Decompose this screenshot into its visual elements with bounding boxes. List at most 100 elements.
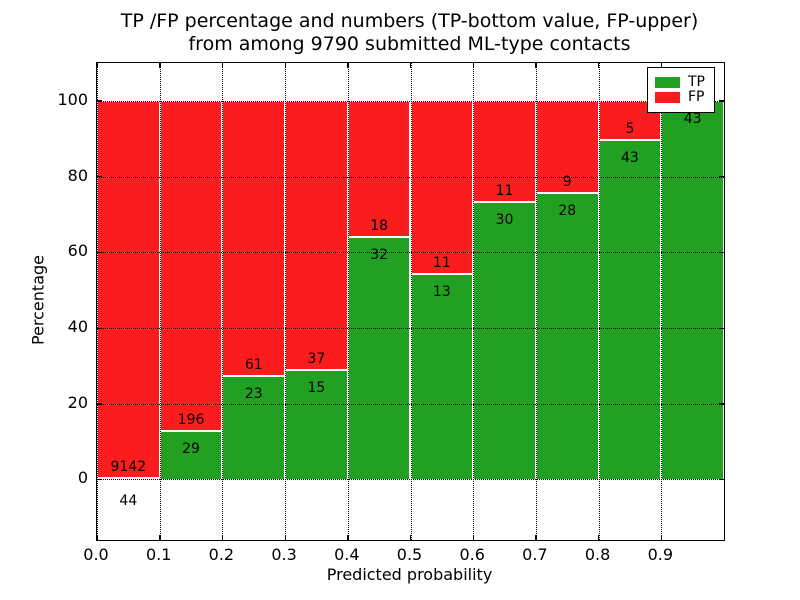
y-tick-mark-right (719, 176, 724, 178)
y-tick-mark-left (97, 251, 102, 254)
x-tick-mark-bottom (96, 535, 98, 540)
bar-label-tp: 30 (495, 212, 514, 229)
bar-fp-0.4-0.5 (347, 100, 411, 238)
bar-label-fp: 9142 (110, 458, 147, 475)
plot-area: TP FP 9142 44 196 29 61 23 37 15 18 32 11 13 11 30 9 28… (96, 62, 725, 541)
x-tick-mark-bottom (535, 535, 537, 540)
bar-fp-0.5-0.6 (410, 100, 474, 275)
gridline-x-0.3 (285, 63, 287, 540)
bar-label-tp: 43 (621, 150, 639, 167)
x-tick-mark-top (410, 63, 412, 68)
gridline-x-0.6 (473, 63, 475, 540)
y-tick-label: 60 (67, 241, 88, 261)
bar-label-fp: 9 (562, 173, 572, 190)
bar-tp-0.9-1.0 (661, 100, 724, 480)
bar-tp-0.5-0.6 (410, 274, 474, 480)
bar-fp-0.2-0.3 (222, 100, 286, 376)
legend-item-fp: FP (655, 89, 705, 105)
y-tick-mark-left (97, 100, 102, 102)
x-axis-label: Predicted probability (326, 565, 493, 584)
x-tick-label: 0.0 (83, 545, 109, 564)
y-tick-label: 100 (57, 89, 88, 109)
x-tick-mark-bottom (284, 535, 286, 540)
y-tick-label: 80 (67, 165, 88, 185)
y-tick-mark-left (97, 403, 102, 405)
y-tick-mark-right (719, 100, 724, 102)
gridline-x-0.1 (159, 63, 161, 540)
bar-tp-0.1-0.2 (159, 430, 223, 480)
bar-label-fp: 37 (307, 351, 326, 368)
bar-label-tp: 13 (432, 284, 451, 301)
y-tick-mark-left (97, 327, 102, 329)
x-tick-label: 0.3 (271, 545, 297, 564)
legend-item-tp: TP (655, 74, 705, 90)
gridline-x-0.9 (661, 63, 663, 540)
legend: TP FP (647, 67, 715, 113)
x-tick-mark-bottom (410, 535, 412, 540)
x-tick-mark-top (159, 63, 161, 68)
bar-label-fp: 11 (495, 183, 514, 200)
x-tick-mark-bottom (598, 535, 600, 540)
bar-label-fp: 196 (177, 411, 205, 428)
bar-fp-0.3-0.4 (285, 100, 348, 371)
gridline-x-0.5 (410, 63, 412, 540)
bar-label-tp: 15 (307, 380, 326, 397)
x-tick-label: 0.8 (584, 545, 611, 564)
gridline-x-0.4 (347, 63, 349, 540)
y-tick-mark-left (97, 478, 102, 481)
bar-label-tp: 43 (683, 110, 702, 127)
bar-fp-0.0-0.1 (97, 100, 160, 478)
bar-tp-0.6-0.7 (473, 202, 536, 480)
x-tick-label: 0.1 (145, 545, 172, 564)
bar-label-tp: 44 (119, 493, 138, 510)
bar-label-fp: 18 (370, 218, 389, 235)
x-tick-label: 0.7 (522, 545, 548, 564)
chart-title-line2: from among 9790 submitted ML-type contac… (188, 33, 631, 55)
bar-label-tp: 29 (182, 440, 200, 457)
gridline-x-0.2 (222, 63, 224, 540)
bar-label-fp: 5 (625, 121, 635, 138)
y-tick-mark-right (719, 327, 724, 329)
x-tick-mark-bottom (159, 535, 161, 540)
bar-fp-0.1-0.2 (159, 100, 223, 431)
bar-label-fp: 11 (432, 255, 451, 272)
x-tick-label: 0.2 (208, 545, 235, 564)
bar-label-tp: 28 (558, 202, 577, 219)
x-tick-label: 0.9 (647, 545, 674, 564)
x-tick-mark-bottom (472, 535, 475, 540)
legend-swatch-tp-icon (655, 77, 680, 88)
legend-label-fp: FP (688, 89, 705, 105)
y-tick-mark-right (719, 251, 724, 254)
gridline-x-0.8 (598, 63, 600, 540)
x-tick-mark-top (472, 63, 475, 68)
bar-label-tp: 23 (244, 385, 263, 402)
y-tick-mark-right (719, 478, 724, 481)
y-tick-mark-left (97, 176, 102, 178)
x-tick-mark-top (96, 63, 98, 68)
bar-tp-0.4-0.5 (347, 237, 411, 480)
bar-tp-0.7-0.8 (535, 192, 599, 480)
x-tick-mark-bottom (660, 535, 663, 540)
x-tick-label: 0.4 (334, 545, 360, 564)
y-tick-label: 40 (67, 317, 88, 336)
x-tick-mark-top (660, 63, 663, 68)
y-tick-label: 0 (77, 468, 88, 488)
y-tick-mark-right (719, 403, 724, 405)
y-tick-label: 20 (67, 392, 88, 412)
bar-label-fp: 61 (244, 356, 263, 373)
legend-swatch-fp-icon (655, 92, 680, 103)
legend-label-tp: TP (688, 74, 705, 90)
x-tick-mark-top (535, 63, 537, 68)
x-tick-mark-top (598, 63, 600, 68)
bar-tp-0.8-0.9 (598, 140, 662, 480)
x-tick-label: 0.5 (396, 545, 423, 564)
x-tick-label: 0.6 (459, 545, 485, 564)
gridline-x-0.0 (97, 63, 98, 540)
bar-tp-0.2-0.3 (222, 375, 286, 480)
x-tick-mark-top (221, 63, 224, 68)
x-tick-mark-bottom (221, 535, 224, 540)
x-tick-mark-top (284, 63, 286, 68)
x-tick-mark-bottom (347, 535, 349, 540)
chart-title-line1: TP /FP percentage and numbers (TP-bottom… (120, 10, 699, 32)
